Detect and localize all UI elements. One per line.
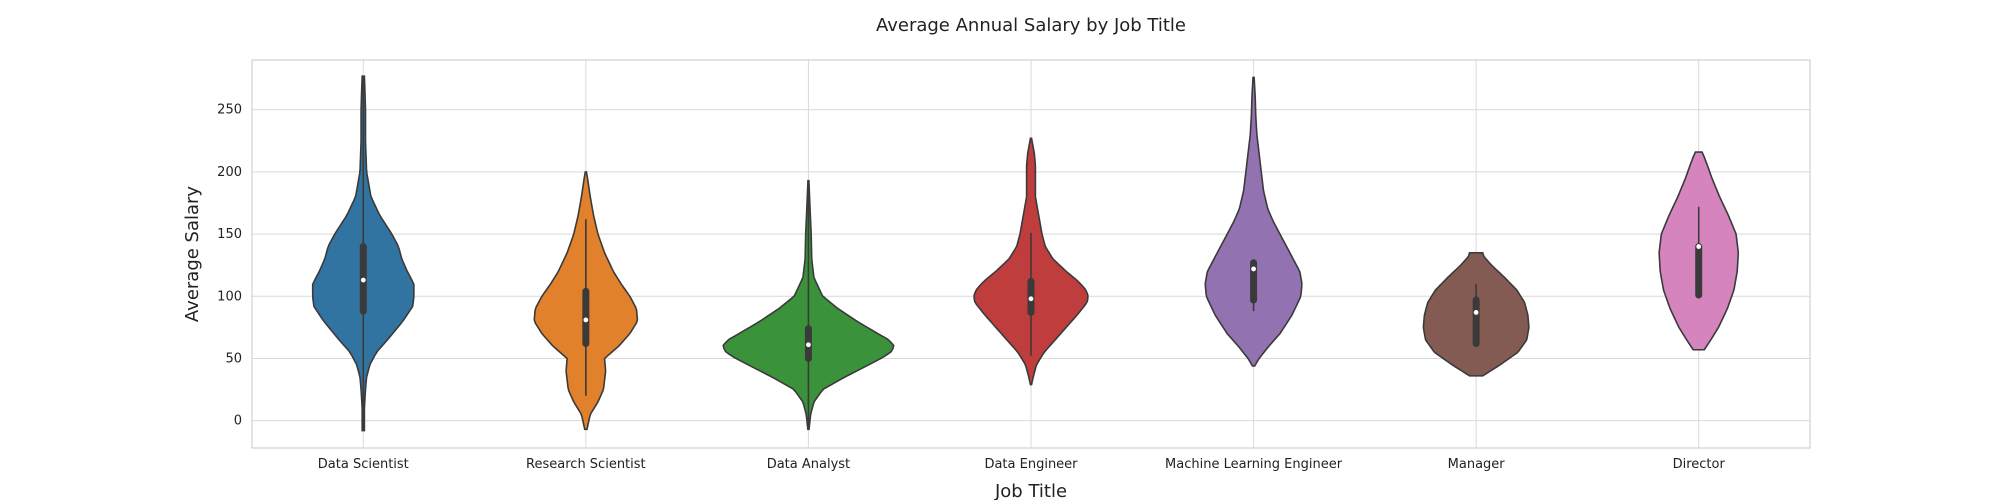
violin-median-dot — [1696, 244, 1702, 249]
x-tick-label: Manager — [1448, 457, 1506, 472]
y-tick-label: 0 — [234, 414, 242, 429]
y-tick-label: 50 — [225, 351, 242, 366]
violin-shape — [1204, 76, 1303, 367]
violin-median-dot — [360, 277, 366, 283]
x-tick-label: Data Analyst — [767, 457, 850, 472]
violin-median-dot — [583, 317, 589, 323]
box-layer — [359, 76, 1703, 431]
x-tick-label: Machine Learning Engineer — [1165, 457, 1343, 472]
x-tick-label: Data Scientist — [318, 457, 409, 472]
y-tick-label: 150 — [217, 227, 242, 242]
violin-median-dot — [1028, 296, 1034, 302]
x-tick-label: Data Engineer — [984, 457, 1078, 472]
y-axis-label: Average Salary — [182, 186, 203, 323]
x-axis-label: Job Title — [994, 481, 1067, 500]
violin-median-dot — [806, 342, 811, 348]
chart-title: Average Annual Salary by Job Title — [876, 15, 1186, 36]
x-tick-label: Research Scientist — [526, 457, 646, 472]
violin-median-dot — [1251, 266, 1256, 272]
x-tick-label: Director — [1673, 457, 1726, 472]
plot-frame — [251, 59, 1811, 449]
y-tick-label: 100 — [217, 289, 242, 304]
grid-layer: 0 50 100 150 200 250 Data Scientist Research Sc… — [217, 60, 1810, 472]
violin-median-dot — [1473, 310, 1479, 315]
violin-layer — [311, 75, 1740, 432]
y-tick-label: 250 — [217, 103, 242, 118]
y-tick-label: 200 — [217, 165, 242, 180]
